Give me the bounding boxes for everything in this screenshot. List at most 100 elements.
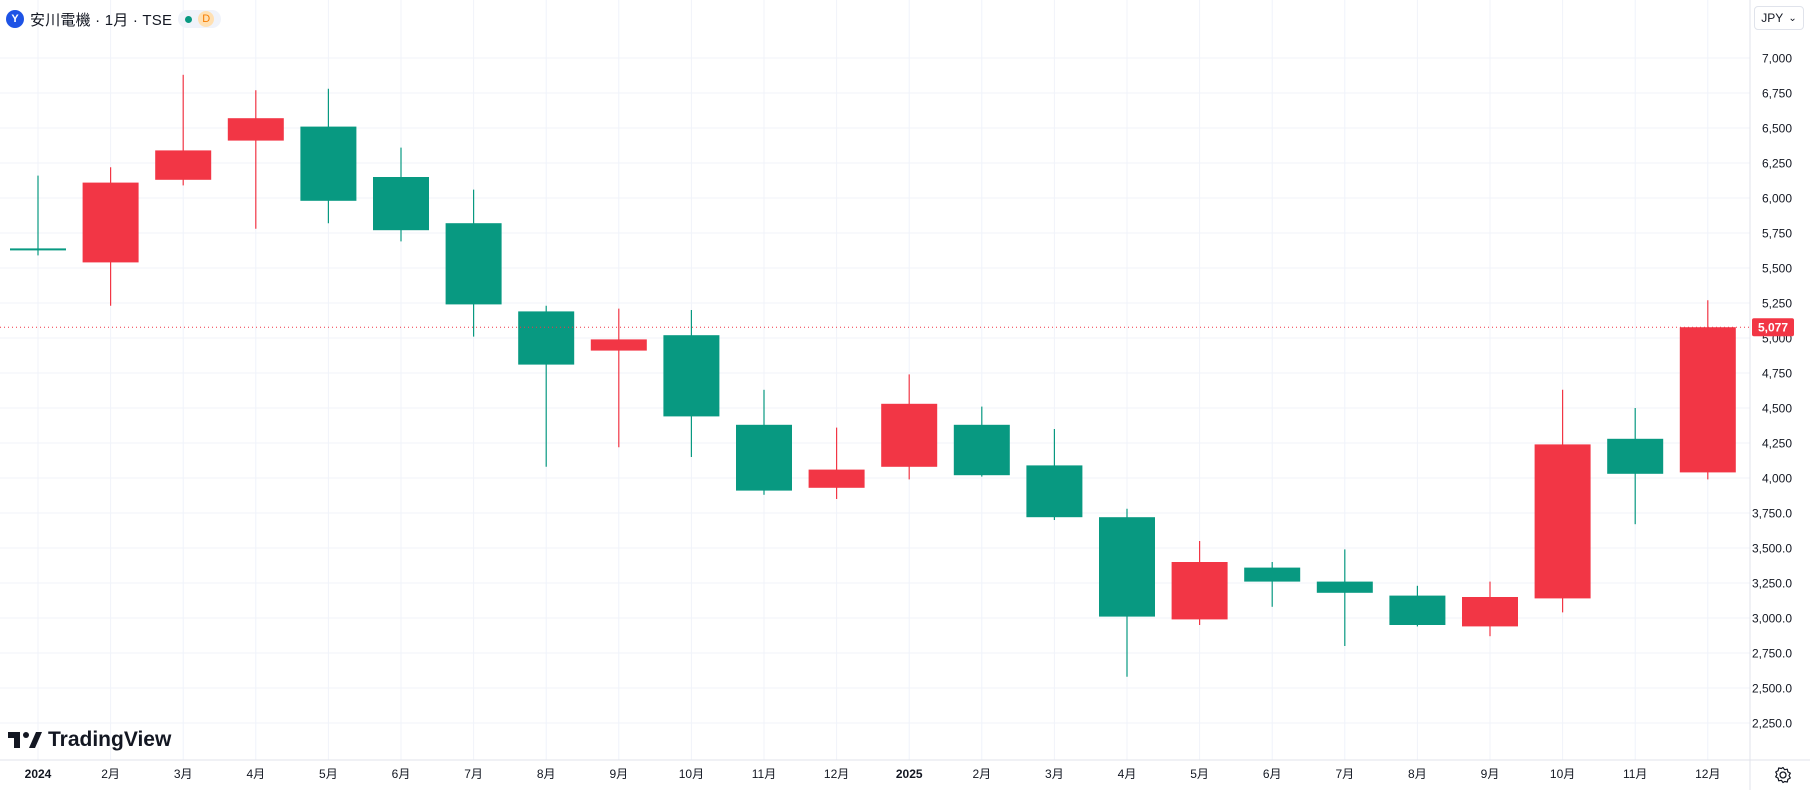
price-tick-label: 5,750 <box>1762 227 1792 241</box>
time-tick-label: 10月 <box>679 767 704 781</box>
candle[interactable] <box>1607 408 1664 525</box>
price-tick-label: 4,250 <box>1762 437 1792 451</box>
candle-body <box>808 469 865 488</box>
price-tick-label: 2,750.0 <box>1752 647 1792 661</box>
candle-body <box>1679 327 1736 473</box>
candle[interactable] <box>1244 562 1301 607</box>
time-tick-label: 7月 <box>1335 767 1354 781</box>
candle-body <box>445 223 502 305</box>
candle-body <box>1389 595 1446 625</box>
price-tick-label: 4,000 <box>1762 472 1792 486</box>
candle-body <box>373 177 429 231</box>
time-tick-label: 2月 <box>972 767 991 781</box>
candle[interactable] <box>300 88 357 224</box>
candle-body <box>227 118 284 141</box>
time-tick-label: 9月 <box>609 767 628 781</box>
price-tick-label: 6,500 <box>1762 122 1792 136</box>
last-price-tag <box>1752 318 1794 337</box>
candle[interactable] <box>155 74 212 186</box>
last-price-label: 5,077 <box>1758 321 1788 335</box>
market-status[interactable]: D <box>178 10 222 28</box>
price-tick-label: 6,250 <box>1762 157 1792 171</box>
time-tick-label: 2024 <box>25 767 52 781</box>
chevron-down-icon: ⌄ <box>1788 12 1797 24</box>
time-tick-label: 3月 <box>1045 767 1064 781</box>
data-status-badge: D <box>198 11 215 27</box>
market-status-icon <box>185 15 193 23</box>
price-tick-label: 6,750 <box>1762 87 1792 101</box>
time-axis[interactable]: 2024 2月 3月 4月 5月 6月 7月 8月 9月 10月 11月 12月 2025 2月 3月 4月 5… <box>25 767 1721 781</box>
symbol-title[interactable]: 安川電機 · 1月 · TSE <box>30 11 173 29</box>
last-price-marker: 5,077 <box>0 318 1794 337</box>
candle[interactable] <box>1316 549 1373 646</box>
candle[interactable] <box>663 310 720 457</box>
candle[interactable] <box>953 406 1010 477</box>
price-tick-label: 4,500 <box>1762 402 1792 416</box>
candle-body <box>1099 517 1155 617</box>
time-tick-label: 8月 <box>537 767 556 781</box>
symbol-logo-icon: Y <box>6 10 24 28</box>
candle-body <box>1244 567 1301 582</box>
candle[interactable] <box>227 90 284 229</box>
time-tick-label: 3月 <box>174 767 193 781</box>
candle[interactable] <box>1026 429 1083 520</box>
candle-body <box>155 150 212 180</box>
time-tick-label: 4月 <box>246 767 265 781</box>
price-tick-label: 7,000 <box>1762 52 1792 66</box>
candle-body <box>1026 465 1083 518</box>
time-tick-label: 2月 <box>101 767 120 781</box>
price-tick-label: 6,000 <box>1762 192 1792 206</box>
candle-body <box>1607 438 1664 474</box>
price-tick-label: 3,750.0 <box>1752 507 1792 521</box>
candle-body <box>1316 581 1373 593</box>
candle[interactable] <box>82 167 139 306</box>
candle[interactable] <box>518 305 575 467</box>
candle[interactable] <box>1171 541 1228 625</box>
candle[interactable] <box>10 175 66 256</box>
time-tick-label: 8月 <box>1408 767 1427 781</box>
price-tick-label: 5,500 <box>1762 262 1792 276</box>
candle[interactable] <box>1679 300 1736 480</box>
candle[interactable] <box>373 147 429 242</box>
candle-body <box>300 126 357 201</box>
price-axis[interactable]: 2,250.0 2,500.0 2,750.0 3,000.0 3,250.0 3,500… <box>1752 52 1792 731</box>
candle[interactable] <box>1534 389 1591 613</box>
candle-body <box>1171 562 1228 620</box>
candle-body <box>518 311 575 365</box>
candle-body <box>1534 444 1591 599</box>
candle-body <box>1462 597 1518 627</box>
time-tick-label: 5月 <box>319 767 338 781</box>
time-tick-label: 4月 <box>1118 767 1137 781</box>
currency-select[interactable]: JPY ⌄ <box>1754 6 1804 30</box>
tradingview-logo-icon <box>8 732 42 748</box>
candle-body <box>663 335 720 417</box>
candle-body <box>82 182 139 263</box>
time-tick-label: 6月 <box>1263 767 1282 781</box>
time-tick-label: 7月 <box>464 767 483 781</box>
candle[interactable] <box>736 389 792 495</box>
price-tick-label: 3,000.0 <box>1752 612 1792 626</box>
candle[interactable] <box>590 308 647 448</box>
candle[interactable] <box>445 189 502 337</box>
candle[interactable] <box>881 374 938 480</box>
price-tick-label: 4,750 <box>1762 367 1792 381</box>
candle[interactable] <box>1389 585 1446 627</box>
settings-gear-icon[interactable] <box>1772 764 1794 786</box>
price-tick-label: 5,250 <box>1762 297 1792 311</box>
time-tick-label: 11月 <box>1623 767 1647 781</box>
time-tick-label: 9月 <box>1481 767 1500 781</box>
candle[interactable] <box>1462 581 1518 637</box>
candle-body <box>953 424 1010 476</box>
currency-label: JPY <box>1761 11 1784 25</box>
candle-body <box>590 339 647 351</box>
time-tick-label: 5月 <box>1190 767 1209 781</box>
price-tick-label: 2,250.0 <box>1752 717 1792 731</box>
candle-body <box>881 403 938 467</box>
candle[interactable] <box>1099 508 1155 677</box>
time-tick-label: 11月 <box>752 767 776 781</box>
symbol-legend[interactable]: Y 安川電機 · 1月 · TSE D <box>6 8 222 30</box>
time-tick-label: 12月 <box>1695 767 1720 781</box>
candle[interactable] <box>808 427 865 499</box>
tradingview-logo[interactable]: TradingView <box>8 726 171 754</box>
